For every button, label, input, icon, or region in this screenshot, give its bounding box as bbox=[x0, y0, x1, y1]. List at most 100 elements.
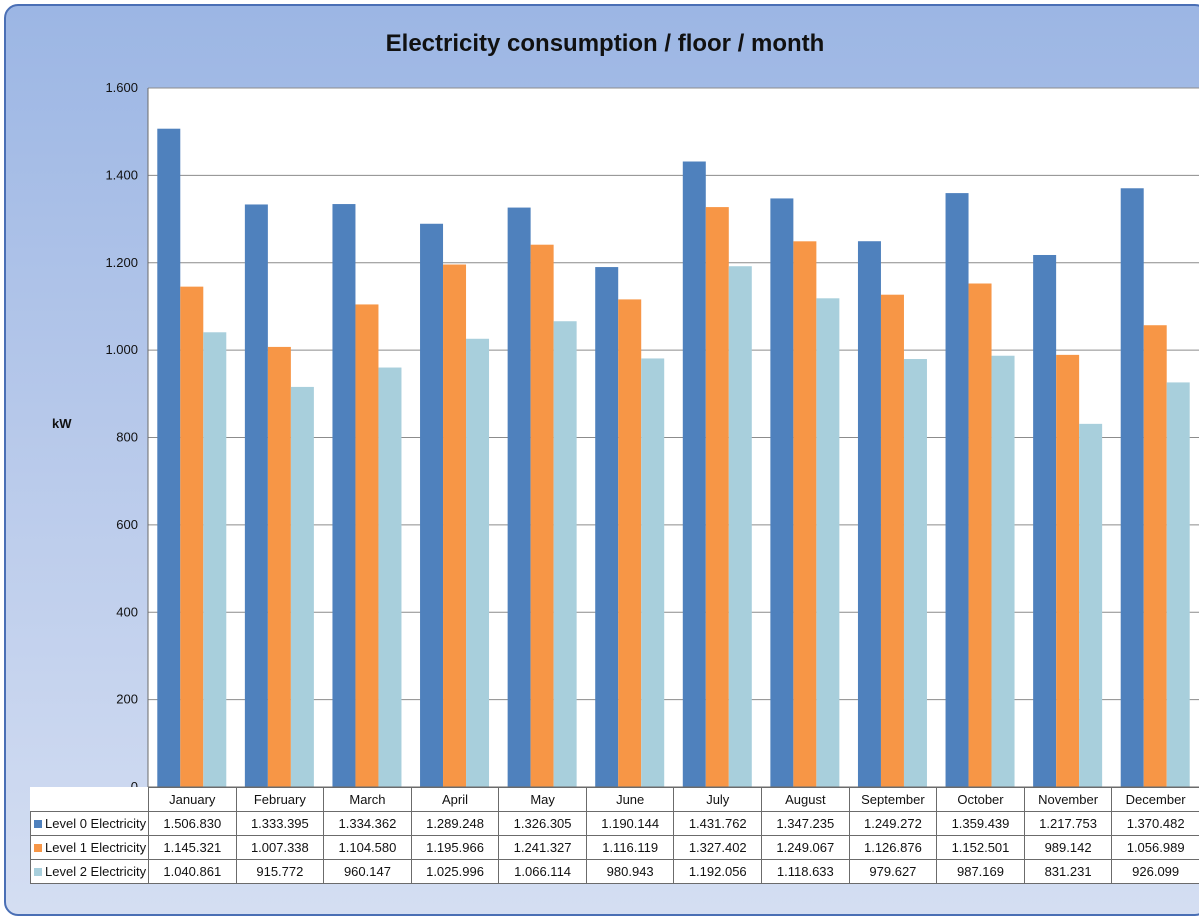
data-label: 979.627 bbox=[849, 860, 937, 884]
bar-series-1-december bbox=[1121, 188, 1144, 787]
data-label: 1.007.338 bbox=[236, 836, 324, 860]
data-label: 1.145.321 bbox=[149, 836, 237, 860]
data-label: 1.334.362 bbox=[324, 812, 412, 836]
data-label: 1.126.876 bbox=[849, 836, 937, 860]
data-label: 1.195.966 bbox=[411, 836, 499, 860]
series-name: Level 0 Electricity bbox=[45, 816, 146, 831]
y-tick-label: 1.400 bbox=[105, 167, 138, 182]
bar-series-1-may bbox=[508, 208, 531, 787]
x-tick-label: August bbox=[762, 788, 850, 812]
series-name: Level 2 Electricity bbox=[45, 864, 146, 879]
legend-swatch bbox=[34, 820, 42, 828]
bar-series-3-march bbox=[378, 368, 401, 787]
legend-swatch bbox=[34, 844, 42, 852]
data-label: 1.289.248 bbox=[411, 812, 499, 836]
bar-series-2-january bbox=[180, 287, 203, 787]
bar-series-3-october bbox=[992, 356, 1015, 787]
data-label: 960.147 bbox=[324, 860, 412, 884]
series-name: Level 1 Electricity bbox=[45, 840, 146, 855]
data-label: 1.190.144 bbox=[586, 812, 674, 836]
bar-series-2-june bbox=[618, 299, 641, 787]
legend-entry: Level 2 Electricity bbox=[31, 860, 149, 884]
legend-entry: Level 0 Electricity bbox=[31, 812, 149, 836]
bar-series-1-october bbox=[946, 193, 969, 787]
bar-series-2-august bbox=[793, 241, 816, 787]
data-label: 1.118.633 bbox=[762, 860, 850, 884]
y-tick-label: 400 bbox=[116, 604, 138, 619]
data-label: 987.169 bbox=[937, 860, 1025, 884]
table-corner bbox=[31, 788, 149, 812]
bar-series-3-september bbox=[904, 359, 927, 787]
bar-series-1-july bbox=[683, 162, 706, 788]
data-label: 1.040.861 bbox=[149, 860, 237, 884]
data-label: 1.359.439 bbox=[937, 812, 1025, 836]
data-label: 1.327.402 bbox=[674, 836, 762, 860]
y-axis-title: kW bbox=[52, 416, 72, 431]
bar-series-3-june bbox=[641, 358, 664, 787]
bar-series-3-july bbox=[729, 266, 752, 787]
legend-swatch bbox=[34, 868, 42, 876]
bar-series-3-august bbox=[816, 298, 839, 787]
data-label: 1.249.272 bbox=[849, 812, 937, 836]
bar-series-2-february bbox=[268, 347, 291, 787]
bar-series-2-september bbox=[881, 295, 904, 787]
data-label: 1.056.989 bbox=[1112, 836, 1199, 860]
data-label: 1.249.067 bbox=[762, 836, 850, 860]
bar-series-1-march bbox=[332, 204, 355, 787]
x-tick-label: December bbox=[1112, 788, 1199, 812]
y-tick-label: 1.600 bbox=[105, 80, 138, 95]
x-tick-label: January bbox=[149, 788, 237, 812]
bar-series-3-january bbox=[203, 332, 226, 787]
x-tick-label: June bbox=[586, 788, 674, 812]
bar-series-2-october bbox=[969, 284, 992, 788]
data-label: 1.217.753 bbox=[1024, 812, 1112, 836]
x-tick-label: March bbox=[324, 788, 412, 812]
bar-series-1-august bbox=[770, 198, 793, 787]
data-label: 1.347.235 bbox=[762, 812, 850, 836]
data-label: 1.066.114 bbox=[499, 860, 587, 884]
legend-entry: Level 1 Electricity bbox=[31, 836, 149, 860]
bar-series-2-may bbox=[531, 245, 554, 787]
data-label: 915.772 bbox=[236, 860, 324, 884]
bar-series-2-april bbox=[443, 265, 466, 787]
x-tick-label: November bbox=[1024, 788, 1112, 812]
bar-series-2-july bbox=[706, 207, 729, 787]
data-label: 1.333.395 bbox=[236, 812, 324, 836]
bar-series-1-september bbox=[858, 241, 881, 787]
x-tick-label: May bbox=[499, 788, 587, 812]
y-tick-label: 200 bbox=[116, 692, 138, 707]
bar-series-3-november bbox=[1079, 424, 1102, 787]
bar-series-3-february bbox=[291, 387, 314, 787]
y-tick-label: 1.200 bbox=[105, 255, 138, 270]
x-tick-label: July bbox=[674, 788, 762, 812]
data-label: 1.241.327 bbox=[499, 836, 587, 860]
bar-series-3-december bbox=[1167, 382, 1190, 787]
x-tick-label: February bbox=[236, 788, 324, 812]
bar-series-1-april bbox=[420, 224, 443, 787]
data-label: 1.104.580 bbox=[324, 836, 412, 860]
data-label: 1.192.056 bbox=[674, 860, 762, 884]
bar-series-3-april bbox=[466, 339, 489, 787]
y-tick-label: 1.000 bbox=[105, 342, 138, 357]
x-tick-label: September bbox=[849, 788, 937, 812]
y-tick-label: 600 bbox=[116, 517, 138, 532]
data-label: 1.431.762 bbox=[674, 812, 762, 836]
data-label: 1.025.996 bbox=[411, 860, 499, 884]
bar-series-2-november bbox=[1056, 355, 1079, 787]
y-tick-label: 800 bbox=[116, 430, 138, 445]
bar-series-2-december bbox=[1144, 325, 1167, 787]
bar-series-1-june bbox=[595, 267, 618, 787]
data-label: 926.099 bbox=[1112, 860, 1199, 884]
x-tick-label: April bbox=[411, 788, 499, 812]
data-label: 1.116.119 bbox=[586, 836, 674, 860]
bar-series-1-january bbox=[157, 129, 180, 787]
x-tick-label: October bbox=[937, 788, 1025, 812]
data-label: 1.370.482 bbox=[1112, 812, 1199, 836]
data-label: 1.152.501 bbox=[937, 836, 1025, 860]
